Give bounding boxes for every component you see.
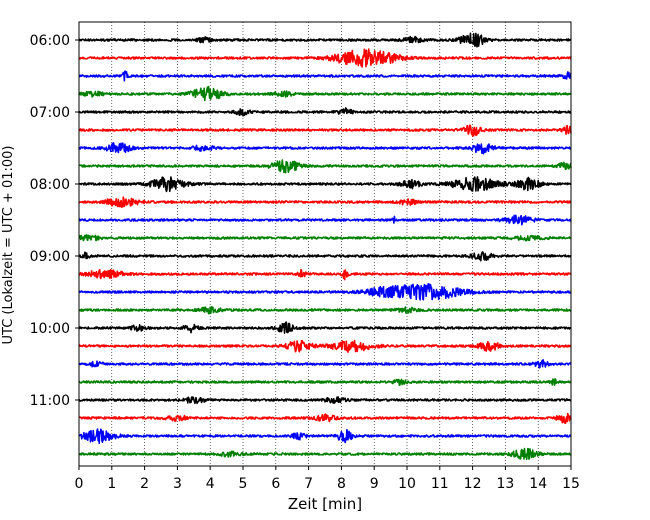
x-tick-label: 10 xyxy=(398,476,416,492)
seismogram-trace xyxy=(78,124,572,137)
x-axis-label: Zeit [min] xyxy=(288,495,362,513)
seismogram-trace xyxy=(78,306,572,315)
seismogram-trace xyxy=(78,32,572,48)
x-tick-label: 13 xyxy=(496,476,514,492)
seismogram-trace xyxy=(78,428,572,445)
seismogram-trace xyxy=(78,107,572,117)
seismogram-trace xyxy=(78,70,572,82)
seismogram-trace xyxy=(78,196,572,208)
seismogram-trace xyxy=(78,176,572,193)
seismogram-trace xyxy=(78,214,572,226)
seismogram-trace xyxy=(78,85,572,102)
y-tick-label: 06:00 xyxy=(30,33,70,49)
seismogram-trace xyxy=(78,234,572,242)
seismogram-trace xyxy=(78,396,572,405)
x-tick-label: 14 xyxy=(529,476,547,492)
x-tick-label: 6 xyxy=(271,476,280,492)
seismogram-trace xyxy=(78,412,572,425)
x-tick-label: 7 xyxy=(304,476,313,492)
seismogram-trace xyxy=(78,251,572,262)
seismogram-trace xyxy=(78,282,572,301)
seismogram-trace xyxy=(78,321,572,334)
seismogram-trace xyxy=(78,378,572,387)
x-tick-label: 15 xyxy=(562,476,580,492)
seismogram-trace xyxy=(78,159,572,174)
x-tick-label: 8 xyxy=(337,476,346,492)
seismogram-trace xyxy=(78,339,572,353)
x-tick-label: 12 xyxy=(464,476,482,492)
trace-group xyxy=(78,32,572,460)
seismogram-trace xyxy=(78,268,572,281)
x-tick-label: 9 xyxy=(370,476,379,492)
x-tick-label: 3 xyxy=(173,476,182,492)
x-tick-label: 0 xyxy=(75,476,84,492)
y-tick-label: 08:00 xyxy=(30,177,70,193)
y-tick-label: 07:00 xyxy=(30,105,70,121)
y-axis-label: UTC (Lokalzeit = UTC + 01:00) xyxy=(1,146,16,345)
y-axis-ticks: 06:00 07:00 08:00 09:00 10:00 11:00 xyxy=(30,33,79,409)
x-tick-label: 11 xyxy=(431,476,449,492)
x-tick-label: 1 xyxy=(107,476,116,492)
plot-frame xyxy=(78,21,572,467)
seismogram-trace xyxy=(78,359,572,369)
x-tick-label: 5 xyxy=(239,476,248,492)
x-tick-label: 2 xyxy=(140,476,149,492)
seismogram-trace xyxy=(78,447,572,460)
y-tick-label: 11:00 xyxy=(30,393,70,409)
grid-lines xyxy=(111,22,539,466)
y-tick-label: 09:00 xyxy=(30,249,70,265)
x-axis-ticks: 0 1 2 3 4 5 6 7 8 9 10 11 12 13 14 15 xyxy=(75,466,580,492)
seismogram-trace xyxy=(78,142,572,155)
seismogram-trace xyxy=(78,48,572,68)
x-tick-label: 4 xyxy=(206,476,215,492)
y-tick-label: 10:00 xyxy=(30,321,70,337)
